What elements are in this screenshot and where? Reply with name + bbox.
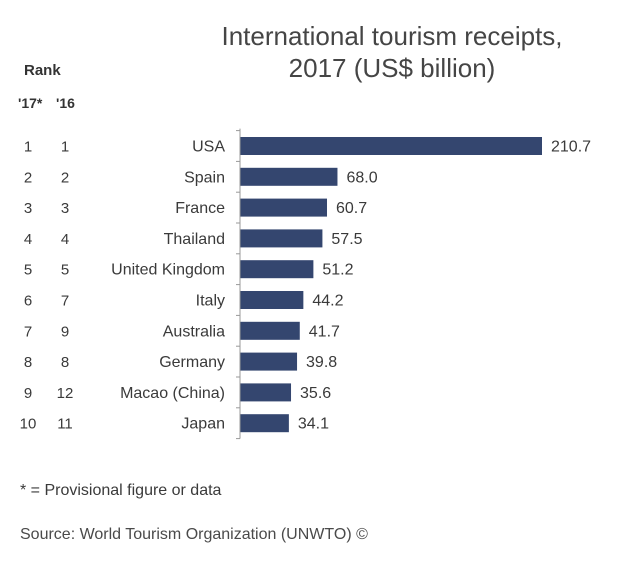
footnote: * = Provisional figure or data xyxy=(20,482,222,499)
category-label: Spain xyxy=(184,169,225,186)
category-label: United Kingdom xyxy=(111,262,225,279)
bar xyxy=(240,321,300,340)
bar xyxy=(240,383,292,402)
rank-2017: 7 xyxy=(24,323,32,340)
rank-2017: 5 xyxy=(24,262,32,279)
value-label: 39.8 xyxy=(306,354,337,371)
value-label: 41.7 xyxy=(309,323,340,340)
rank-2017: 8 xyxy=(24,354,32,371)
category-label: Macao (China) xyxy=(120,385,225,402)
rank-2017-header: '17* xyxy=(18,95,43,111)
chart-title: International tourism receipts, 2017 (US… xyxy=(172,20,612,84)
value-label: 210.7 xyxy=(551,139,591,156)
rank-2016-header: '16 xyxy=(56,95,75,111)
bar xyxy=(240,229,323,248)
rank-2016: 8 xyxy=(61,354,69,371)
value-label: 60.7 xyxy=(336,200,367,217)
rank-2016: 12 xyxy=(57,385,74,402)
bar xyxy=(240,137,542,155)
rank-2017: 4 xyxy=(24,231,32,248)
category-label: USA xyxy=(192,139,225,156)
category-label: Germany xyxy=(159,354,225,371)
rank-2017: 9 xyxy=(24,385,32,402)
bar xyxy=(240,352,298,371)
rank-2016: 3 xyxy=(61,200,69,217)
rank-2016: 2 xyxy=(61,169,69,186)
source-note: Source: World Tourism Organization (UNWT… xyxy=(20,526,368,543)
value-label: 34.1 xyxy=(298,416,329,433)
bar xyxy=(240,167,338,186)
rank-2016: 4 xyxy=(61,231,69,248)
rank-header: Rank xyxy=(24,62,61,79)
category-label: Italy xyxy=(196,293,225,310)
rank-2016: 9 xyxy=(61,323,69,340)
value-label: 44.2 xyxy=(312,293,343,310)
rank-2016: 11 xyxy=(57,416,73,433)
rank-2017: 10 xyxy=(20,416,37,433)
value-label: 35.6 xyxy=(300,385,331,402)
chart-title-line1: International tourism receipts, xyxy=(221,21,563,51)
bar xyxy=(240,198,328,217)
rank-2016: 5 xyxy=(61,262,69,279)
rank-2016: 1 xyxy=(61,139,69,156)
rank-2017: 3 xyxy=(24,200,32,217)
value-label: 68.0 xyxy=(346,169,377,186)
bar xyxy=(240,414,289,433)
rank-2017: 6 xyxy=(24,293,32,310)
rank-2016: 7 xyxy=(61,293,69,310)
bar xyxy=(240,291,304,309)
category-label: Australia xyxy=(163,323,225,340)
rank-2017: 2 xyxy=(24,169,32,186)
category-label: Japan xyxy=(181,416,225,433)
category-label: Thailand xyxy=(164,231,225,248)
category-label: France xyxy=(175,200,225,217)
chart-title-line2: 2017 (US$ billion) xyxy=(288,53,496,83)
value-label: 51.2 xyxy=(322,262,353,279)
value-label: 57.5 xyxy=(331,231,362,248)
rank-2017: 1 xyxy=(24,139,32,156)
bar xyxy=(240,260,314,279)
